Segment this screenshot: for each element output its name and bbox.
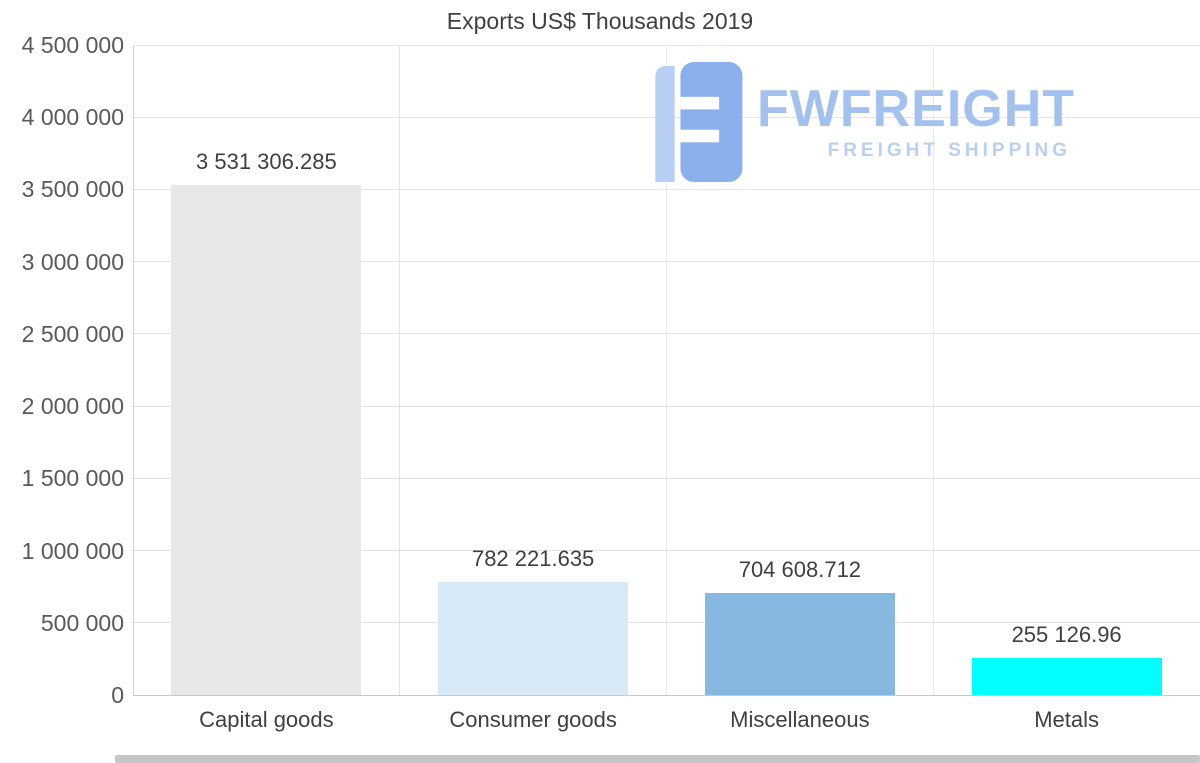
fwfreight-watermark: FWFREIGHT FREIGHT SHIPPING xyxy=(645,62,1075,182)
bar-metals[interactable] xyxy=(971,658,1162,695)
bar-miscellaneous[interactable] xyxy=(704,593,895,695)
horizontal-scrollbar-thumb[interactable] xyxy=(115,755,1200,763)
brand-name: FWFREIGHT xyxy=(757,80,1076,138)
y-tick-label: 2 000 000 xyxy=(21,393,124,420)
brand-tagline: FREIGHT SHIPPING xyxy=(827,140,1072,161)
y-tick-label: 3 500 000 xyxy=(21,176,124,203)
bar-consumer-goods[interactable] xyxy=(438,582,629,695)
y-tick-label: 2 500 000 xyxy=(21,320,124,347)
category-label-consumer-goods: Consumer goods xyxy=(449,707,617,732)
y-tick-label: 4 000 000 xyxy=(21,104,124,131)
value-label-metals: 255 126.96 xyxy=(1011,622,1122,648)
y-tick-label: 500 000 xyxy=(40,609,124,636)
category-label-miscellaneous: Miscellaneous xyxy=(730,707,870,732)
category-label-capital-goods: Capital goods xyxy=(199,707,334,732)
value-label-miscellaneous: 704 608.712 xyxy=(738,557,862,583)
value-label-consumer-goods: 782 221.635 xyxy=(471,546,595,571)
chart-title: Exports US$ Thousands 2019 xyxy=(446,8,754,34)
y-tick-label: 3 000 000 xyxy=(21,248,124,275)
logo-text-block: FWFREIGHT FREIGHT SHIPPING xyxy=(757,62,1075,162)
bar-capital-goods[interactable] xyxy=(171,184,362,695)
y-tick-label: 1 000 000 xyxy=(21,537,124,564)
gridline-x-boundary xyxy=(666,45,667,695)
y-tick-label: 4 500 000 xyxy=(21,32,124,58)
fwfreight-logo-icon xyxy=(655,62,743,182)
horizontal-scrollbar[interactable] xyxy=(0,755,1200,763)
value-label-capital-goods: 3 531 306.285 xyxy=(196,148,337,174)
gridline-y-0 xyxy=(133,694,1200,696)
gridline-x-boundary xyxy=(932,45,934,695)
gridline-x-boundary xyxy=(399,45,401,695)
y-tick-label: 1 500 000 xyxy=(21,465,124,492)
category-label-metals: Metals xyxy=(1034,707,1100,732)
y-axis-line xyxy=(132,45,134,695)
y-tick-label: 0 xyxy=(111,682,124,708)
